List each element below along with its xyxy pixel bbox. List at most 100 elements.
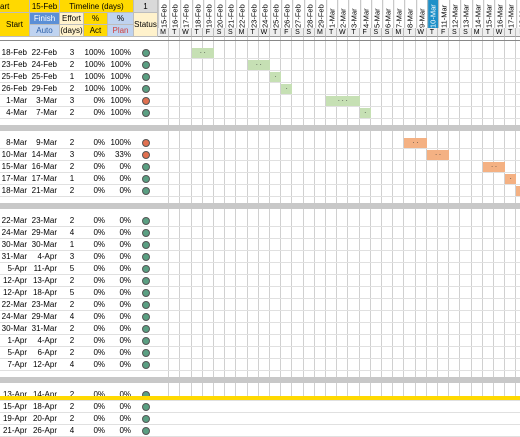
plan-pct-cell[interactable]: 0%	[119, 426, 131, 435]
plan-pct-cell[interactable]: 0%	[119, 312, 131, 321]
actual-pct-cell[interactable]: 100%	[84, 60, 105, 69]
finish-date-cell[interactable]: 24-Feb	[31, 60, 57, 69]
actual-pct-cell[interactable]: 0%	[93, 360, 105, 369]
start-date-cell[interactable]: 15-Apr	[2, 402, 27, 411]
start-date-cell[interactable]: 4-Mar	[6, 108, 27, 117]
plan-pct-cell[interactable]: 0%	[119, 336, 131, 345]
table-row[interactable]: 24-Mar 29-Mar 4 0% 0%	[0, 227, 520, 239]
plan-pct-cell[interactable]: 0%	[119, 186, 131, 195]
finish-date-cell[interactable]: 7-Mar	[36, 108, 57, 117]
effort-cell[interactable]: 4	[69, 426, 75, 435]
plan-pct-cell[interactable]: 0%	[119, 162, 131, 171]
table-row[interactable]: 31-Mar 4-Apr 3 0% 0%	[0, 251, 520, 263]
project-start-date[interactable]: 15-Feb	[30, 0, 60, 13]
effort-cell[interactable]: 3	[69, 150, 75, 159]
start-date-cell[interactable]: 19-Apr	[2, 414, 27, 423]
table-row[interactable]: 12-Apr 18-Apr 5 0% 0%	[0, 287, 520, 299]
start-date-cell[interactable]: 31-Mar	[1, 252, 27, 261]
table-row[interactable]: 18-Feb 22-Feb 3 100% 100% . .	[0, 47, 520, 59]
plan-pct-cell[interactable]: 100%	[110, 60, 131, 69]
effort-cell[interactable]: 1	[69, 240, 75, 249]
plan-pct-cell[interactable]: 0%	[119, 324, 131, 333]
table-row[interactable]: 26-Feb 29-Feb 2 100% 100%.	[0, 83, 520, 95]
table-row[interactable]: 21-Apr 26-Apr 4 0% 0%	[0, 425, 520, 437]
finish-date-cell[interactable]: 23-Mar	[31, 300, 57, 309]
actual-pct-cell[interactable]: 0%	[93, 96, 105, 105]
effort-cell[interactable]: 2	[69, 300, 75, 309]
actual-pct-cell[interactable]: 0%	[93, 288, 105, 297]
actual-pct-cell[interactable]: 0%	[93, 264, 105, 273]
plan-pct-cell[interactable]: 100%	[110, 138, 131, 147]
gantt-task-bar[interactable]: .	[281, 84, 293, 94]
start-date-cell[interactable]: 1-Mar	[6, 96, 27, 105]
actual-pct-cell[interactable]: 0%	[93, 336, 105, 345]
plan-pct-cell[interactable]: 0%	[119, 264, 131, 273]
plan-pct-cell[interactable]: 0%	[119, 402, 131, 411]
finish-date-cell[interactable]: 14-Apr	[32, 390, 57, 399]
start-date-cell[interactable]: 24-Mar	[1, 312, 27, 321]
actual-pct-cell[interactable]: 0%	[93, 138, 105, 147]
start-date-cell[interactable]: 23-Feb	[1, 60, 27, 69]
effort-cell[interactable]: 2	[69, 324, 75, 333]
start-date-cell[interactable]: 17-Mar	[1, 174, 27, 183]
effort-cell[interactable]: 2	[69, 276, 75, 285]
finish-date-cell[interactable]: 29-Mar	[31, 228, 57, 237]
start-date-cell[interactable]: 12-Apr	[2, 276, 27, 285]
effort-cell[interactable]: 1	[69, 174, 75, 183]
actual-pct-cell[interactable]: 100%	[84, 48, 105, 57]
plan-pct-cell[interactable]: 0%	[119, 240, 131, 249]
actual-pct-cell[interactable]: 0%	[93, 402, 105, 411]
start-date-cell[interactable]: 7-Apr	[7, 360, 27, 369]
table-row[interactable]: 30-Mar 30-Mar 1 0% 0%	[0, 239, 520, 251]
gantt-task-bar[interactable]: . .	[482, 162, 506, 172]
effort-cell[interactable]: 3	[69, 252, 75, 261]
actual-pct-cell[interactable]: 0%	[93, 216, 105, 225]
gantt-task-bar[interactable]: . .	[426, 150, 450, 160]
effort-cell[interactable]: 2	[69, 162, 75, 171]
effort-cell[interactable]: 3	[69, 96, 75, 105]
actual-pct-cell[interactable]: 0%	[93, 240, 105, 249]
effort-cell[interactable]: 2	[69, 60, 75, 69]
plan-pct-cell[interactable]: 0%	[119, 300, 131, 309]
actual-pct-cell[interactable]: 0%	[93, 252, 105, 261]
table-row[interactable]: 1-Mar 3-Mar 3 0% 100% . . .	[0, 95, 520, 107]
plan-pct-cell[interactable]: 100%	[110, 72, 131, 81]
start-date-cell[interactable]: 10-Mar	[1, 150, 27, 159]
finish-date-cell[interactable]: 16-Mar	[31, 162, 57, 171]
plan-pct-cell[interactable]: 0%	[119, 288, 131, 297]
effort-cell[interactable]: 2	[69, 216, 75, 225]
table-row[interactable]: 22-Mar 23-Mar 2 0% 0%	[0, 215, 520, 227]
timeline-days-value[interactable]: 1	[134, 0, 158, 13]
effort-cell[interactable]: 1	[69, 72, 75, 81]
start-date-cell[interactable]: 22-Mar	[1, 216, 27, 225]
table-row[interactable]: 19-Apr 20-Apr 2 0% 0%	[0, 413, 520, 425]
finish-date-cell[interactable]: 6-Apr	[37, 348, 57, 357]
start-date-cell[interactable]: 18-Feb	[1, 48, 27, 57]
effort-cell[interactable]: 2	[69, 414, 75, 423]
table-row[interactable]: 23-Feb 24-Feb 2 100% 100% . .	[0, 59, 520, 71]
table-row[interactable]: 10-Mar 14-Mar 3 0% 33% . .	[0, 149, 520, 161]
effort-cell[interactable]: 3	[69, 48, 75, 57]
effort-cell[interactable]: 4	[69, 312, 75, 321]
plan-pct-cell[interactable]: 100%	[110, 96, 131, 105]
table-row[interactable]: 8-Mar 9-Mar 2 0% 100% . .	[0, 137, 520, 149]
table-row[interactable]: 25-Feb 25-Feb 1 100% 100%.	[0, 71, 520, 83]
finish-date-cell[interactable]: 22-Feb	[31, 48, 57, 57]
finish-date-cell[interactable]: 12-Apr	[32, 360, 57, 369]
finish-date-cell[interactable]: 9-Mar	[36, 138, 57, 147]
gantt-task-bar[interactable]: .	[516, 186, 520, 196]
gantt-task-bar[interactable]: . .	[247, 60, 270, 70]
effort-cell[interactable]: 4	[69, 360, 75, 369]
actual-pct-cell[interactable]: 100%	[84, 84, 105, 93]
plan-pct-cell[interactable]: 0%	[119, 276, 131, 285]
effort-cell[interactable]: 5	[69, 264, 75, 273]
plan-pct-cell[interactable]: 0%	[119, 174, 131, 183]
finish-date-cell[interactable]: 25-Feb	[31, 72, 57, 81]
start-date-cell[interactable]: 24-Mar	[1, 228, 27, 237]
table-row[interactable]: 5-Apr 11-Apr 5 0% 0%	[0, 263, 520, 275]
gantt-task-bar[interactable]: . .	[404, 138, 427, 148]
table-row[interactable]: 18-Mar 21-Mar 2 0% 0%.	[0, 185, 520, 197]
actual-pct-cell[interactable]: 0%	[93, 150, 105, 159]
table-row[interactable]: 24-Mar 29-Mar 4 0% 0%	[0, 311, 520, 323]
plan-pct-cell[interactable]: 0%	[119, 228, 131, 237]
